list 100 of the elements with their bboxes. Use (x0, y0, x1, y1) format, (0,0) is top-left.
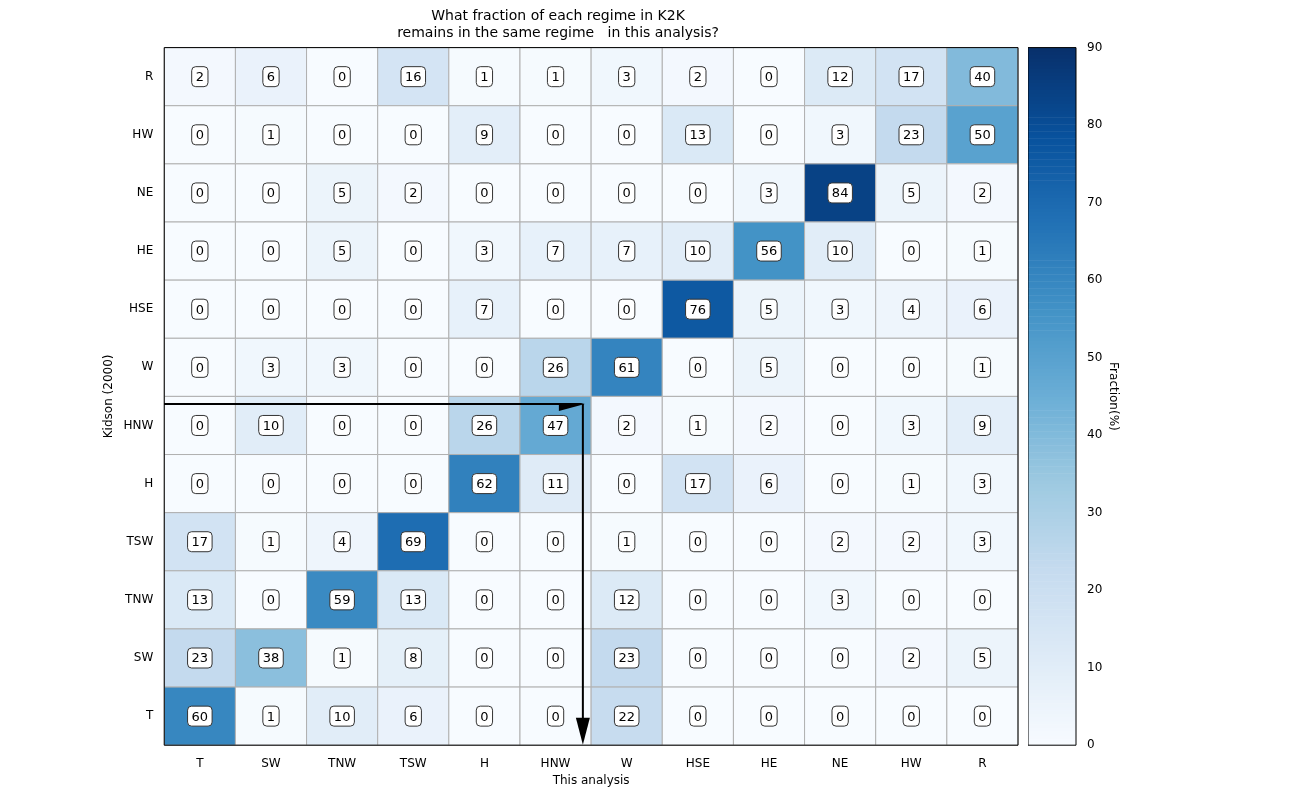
data-label: 4 (337, 534, 347, 550)
y-tick-label: HSE (129, 301, 154, 316)
color-bar-label: 80 (1087, 117, 1103, 132)
data-label: 5 (978, 650, 987, 666)
data-label: 69 (405, 534, 422, 550)
data-label: 0 (480, 359, 489, 375)
data-label: 0 (551, 185, 560, 201)
x-tick-label: SW (261, 755, 281, 770)
y-tick-label: HNW (123, 417, 154, 432)
data-label: 1 (266, 534, 276, 550)
color-bar-label: 0 (1087, 737, 1095, 752)
data-label: 22 (618, 708, 635, 724)
data-label: 0 (551, 708, 560, 724)
y-tick-label: TSW (125, 533, 154, 548)
data-label: 1 (266, 708, 276, 724)
data-label: 0 (337, 69, 347, 85)
data-label: 10 (333, 708, 351, 724)
data-label: 0 (195, 127, 204, 143)
y-tick-label: NE (136, 185, 154, 200)
data-label: 6 (409, 708, 418, 724)
y-tick-label: SW (133, 650, 154, 665)
data-label: 0 (337, 417, 347, 433)
x-tick-label: H (479, 755, 489, 770)
data-label: 17 (689, 475, 707, 491)
data-label: 84 (831, 185, 849, 201)
data-label: 1 (480, 69, 489, 85)
data-label: 0 (551, 592, 560, 608)
data-label: 0 (836, 359, 845, 375)
data-label: 2 (978, 185, 987, 201)
data-label: 6 (764, 475, 774, 491)
color-bar-label: 50 (1087, 349, 1103, 364)
data-label: 5 (337, 243, 347, 259)
data-label: 2 (409, 185, 418, 201)
data-label: 0 (622, 127, 631, 143)
color-bar-label: 90 (1087, 39, 1103, 54)
data-label: 0 (195, 243, 204, 259)
data-label: 2 (907, 650, 916, 666)
data-label: 3 (836, 301, 845, 317)
data-label: 2 (693, 69, 702, 85)
data-label: 6 (978, 301, 987, 317)
data-label: 60 (191, 708, 209, 724)
data-label: 0 (764, 708, 774, 724)
data-label: 59 (333, 592, 351, 608)
data-label: 0 (764, 69, 774, 85)
data-label: 0 (266, 475, 276, 491)
data-label: 0 (907, 243, 916, 259)
data-label: 26 (476, 417, 493, 433)
data-label: 0 (836, 475, 845, 491)
x-tick-label: W (620, 755, 633, 770)
color-bar-label: 30 (1087, 504, 1103, 519)
data-label: 5 (907, 185, 916, 201)
data-label: 0 (551, 127, 560, 143)
data-label: 0 (409, 417, 418, 433)
data-label: 0 (693, 592, 702, 608)
data-label: 2 (764, 417, 774, 433)
x-tick-label: TSW (398, 755, 427, 770)
y-tick-label: R (144, 68, 154, 83)
data-label: 0 (195, 301, 204, 317)
data-label: 62 (476, 475, 493, 491)
data-label: 13 (405, 592, 422, 608)
data-label: 17 (903, 69, 920, 85)
data-label: 0 (266, 592, 276, 608)
y-tick-label: W (141, 359, 154, 374)
data-label: 3 (337, 359, 347, 375)
data-label: 0 (195, 417, 204, 433)
data-label: 0 (978, 708, 987, 724)
data-label: 0 (337, 475, 347, 491)
color-bar-title: Fraction(%) (1106, 362, 1121, 431)
data-label: 0 (907, 359, 916, 375)
data-label: 0 (409, 301, 418, 317)
data-label: 0 (836, 650, 845, 666)
data-label: 23 (903, 127, 920, 143)
data-label: 10 (831, 243, 849, 259)
x-tick-label: HE (760, 755, 778, 770)
data-label: 0 (764, 127, 774, 143)
data-label: 8 (409, 650, 418, 666)
data-label: 9 (480, 127, 489, 143)
x-tick-label: HSE (685, 755, 710, 770)
data-label: 7 (622, 243, 631, 259)
data-label: 1 (551, 69, 560, 85)
x-tick-label: HW (900, 755, 922, 770)
data-label: 3 (836, 127, 845, 143)
data-label: 0 (907, 708, 916, 724)
data-label: 0 (266, 243, 276, 259)
data-label: 0 (693, 185, 702, 201)
data-label: 23 (618, 650, 635, 666)
data-label: 12 (831, 69, 849, 85)
data-label: 0 (195, 359, 204, 375)
data-label: 3 (978, 534, 987, 550)
data-label: 3 (266, 359, 276, 375)
x-axis-title: This analysis (551, 772, 630, 787)
y-tick-label: T (144, 708, 154, 723)
x-tick-label: R (978, 755, 987, 770)
data-label: 0 (337, 301, 347, 317)
data-label: 3 (764, 185, 774, 201)
x-tick-label: NE (831, 755, 849, 770)
data-label: 0 (409, 475, 418, 491)
data-label: 0 (266, 185, 276, 201)
data-label: 76 (689, 301, 707, 317)
data-label: 61 (618, 359, 635, 375)
